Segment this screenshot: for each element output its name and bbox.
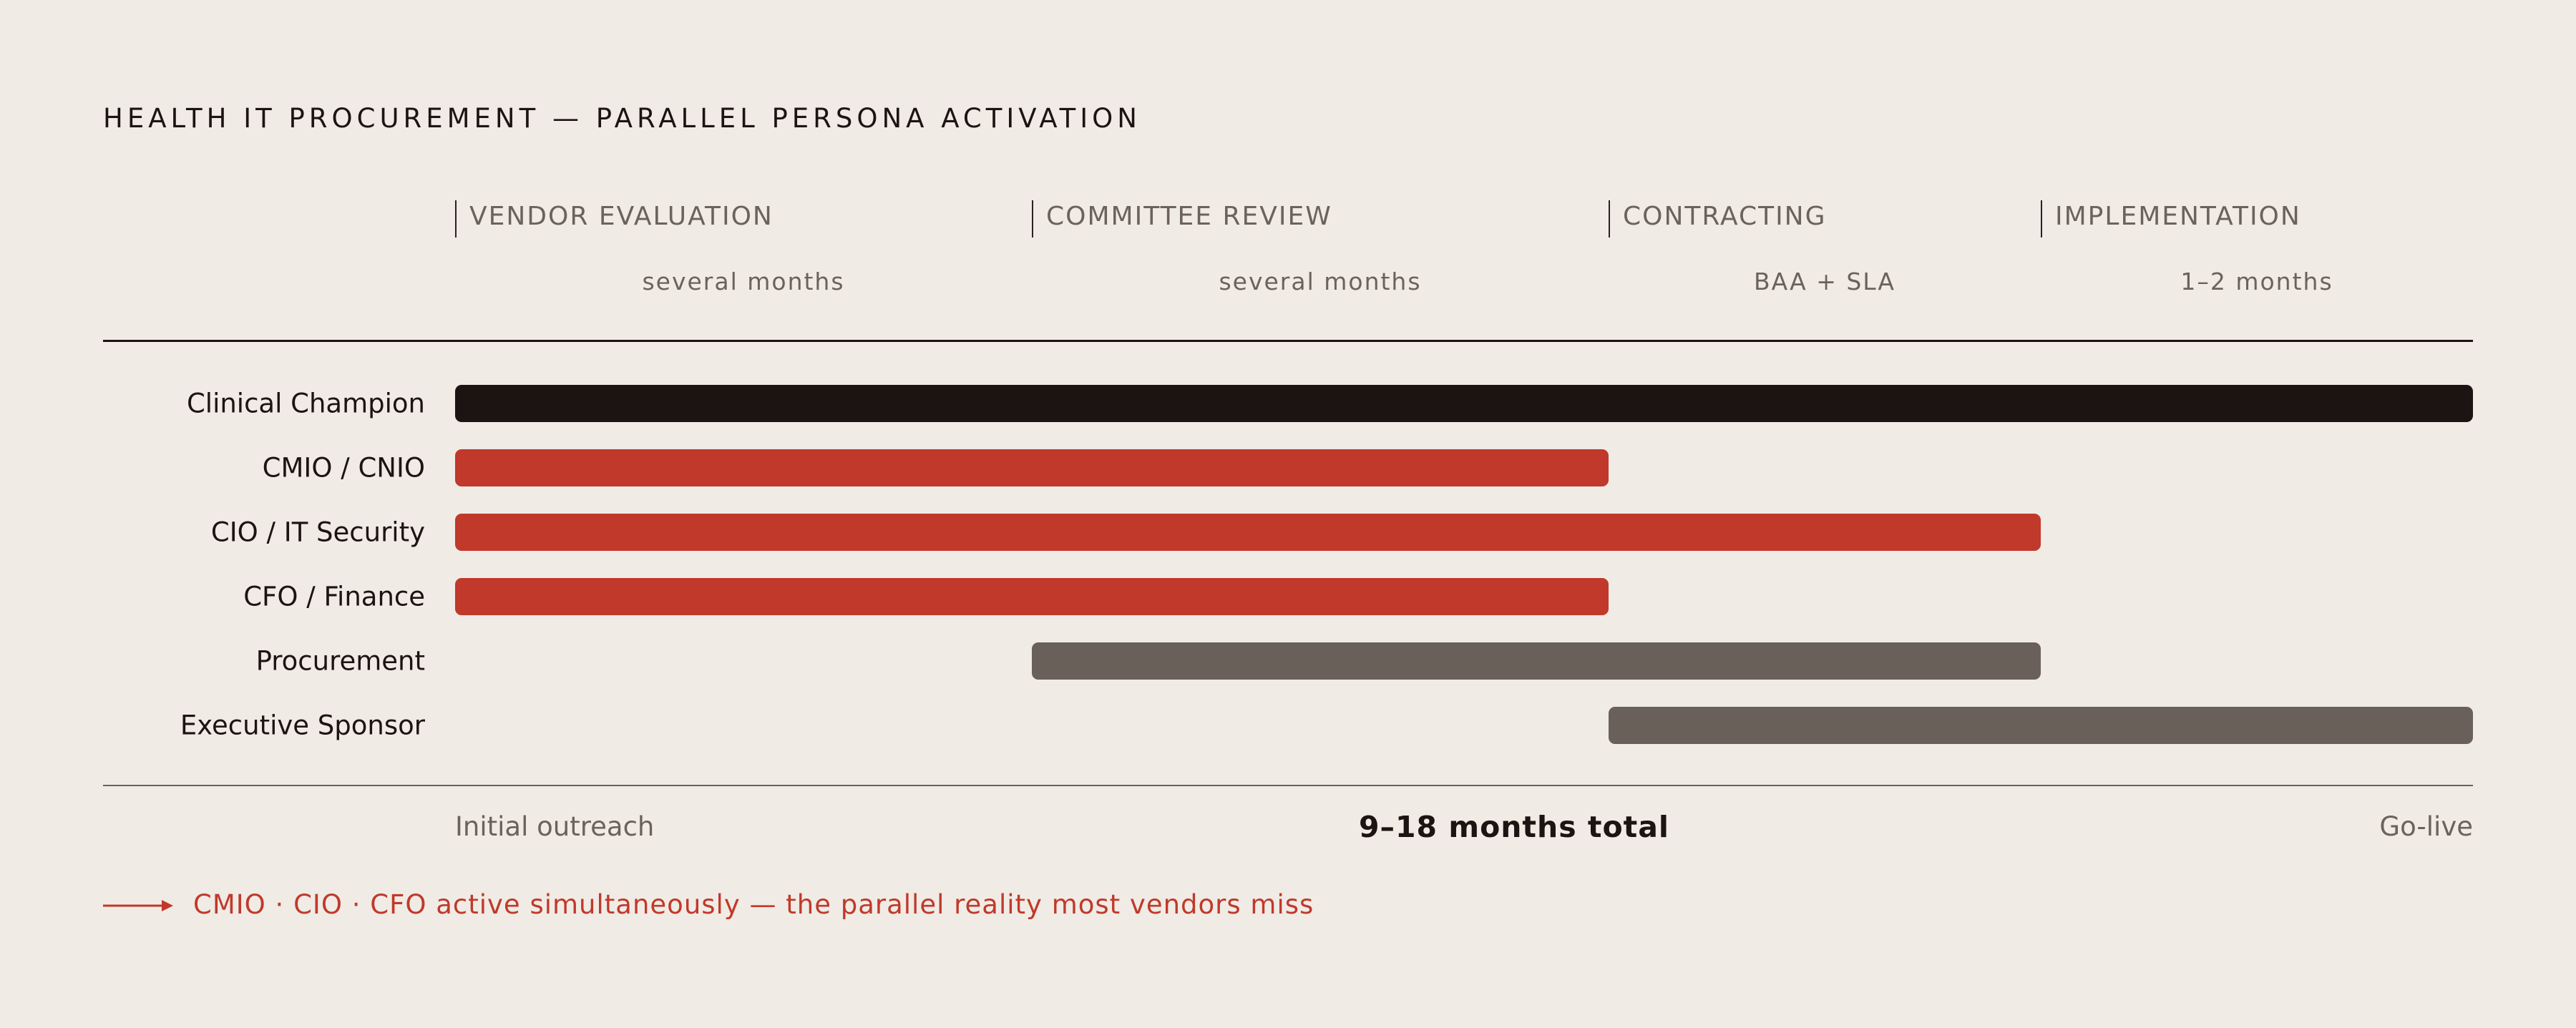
persona-bar <box>1609 707 2473 744</box>
phase-label: VENDOR EVALUATION <box>469 202 774 231</box>
persona-label: CMIO / CNIO <box>262 452 425 484</box>
persona-bar <box>1032 642 2041 680</box>
arrow-right-icon <box>103 900 173 911</box>
phase-divider <box>455 200 457 238</box>
chart-title: HEALTH IT PROCUREMENT — PARALLEL PERSONA… <box>103 103 1141 134</box>
phase-label: IMPLEMENTATION <box>2055 202 2301 231</box>
callout-text: CMIO · CIO · CFO active simultaneously —… <box>193 889 1314 920</box>
timeline-end-label: Go-live <box>2379 811 2473 842</box>
phase-duration: several months <box>1219 268 1422 295</box>
persona-label: CIO / IT Security <box>210 517 425 548</box>
phase-divider <box>1609 200 1610 238</box>
persona-bar <box>455 449 1609 486</box>
timeline-start-label: Initial outreach <box>455 811 655 842</box>
persona-label: Procurement <box>255 645 425 677</box>
header-divider <box>103 340 2473 342</box>
phase-duration: several months <box>642 268 845 295</box>
persona-label: Executive Sponsor <box>180 710 425 741</box>
phase-label: CONTRACTING <box>1623 202 1827 231</box>
timeline-total-label: 9–18 months total <box>1359 810 1669 844</box>
phase-duration: 1–2 months <box>2180 268 2333 295</box>
persona-bar <box>455 578 1609 615</box>
persona-label: CFO / Finance <box>243 581 425 612</box>
phase-divider <box>1032 200 1033 238</box>
persona-label: Clinical Champion <box>186 388 425 419</box>
persona-bar <box>455 514 2041 551</box>
footer-divider <box>103 785 2473 786</box>
phase-label: COMMITTEE REVIEW <box>1046 202 1332 231</box>
persona-bar <box>455 385 2473 422</box>
phase-duration: BAA + SLA <box>1753 268 1896 295</box>
phase-divider <box>2041 200 2042 238</box>
